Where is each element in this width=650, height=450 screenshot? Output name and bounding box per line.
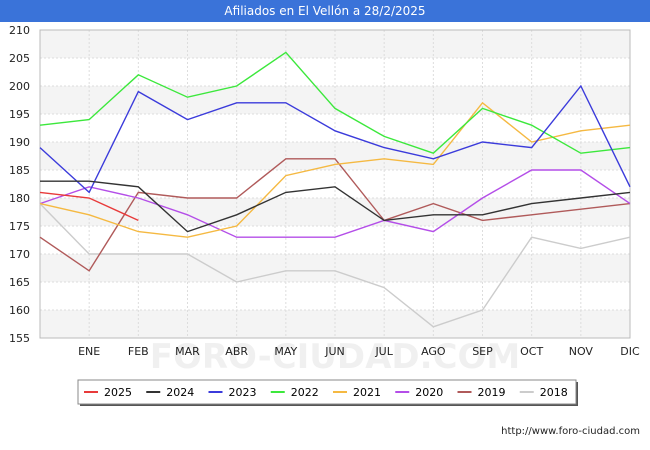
y-tick-label: 190 [9, 136, 30, 149]
x-tick-label: OCT [520, 345, 543, 358]
x-tick-label: DIC [620, 345, 640, 358]
series-line-2018 [39, 203, 631, 328]
x-tick-label: JUN [324, 345, 345, 358]
series-line-2025 [39, 191, 139, 222]
series-line-2020 [39, 169, 631, 238]
y-tick-label: 160 [9, 304, 30, 317]
series-line-2022 [39, 51, 631, 154]
y-tick-label: 200 [9, 80, 30, 93]
x-tick-label: NOV [569, 345, 594, 358]
legend-label-2022: 2022 [291, 386, 319, 399]
plot-border [39, 29, 631, 339]
legend-label-2024: 2024 [166, 386, 194, 399]
chart-title: Afiliados en El Vellón a 28/2/2025 [0, 0, 650, 22]
legend: 2025 2024 2023 2022 2021 2020 2019 2018 [77, 379, 578, 406]
x-tick-label: JUL [374, 345, 393, 358]
x-tick-label: AGO [421, 345, 446, 358]
legend-label-2023: 2023 [229, 386, 257, 399]
x-tick-label: SEP [472, 345, 493, 358]
series-line-2021 [39, 101, 631, 238]
footer-url[interactable]: http://www.foro-ciudad.com [501, 426, 640, 437]
legend-box [77, 379, 577, 405]
y-tick-label: 170 [9, 248, 30, 261]
legend-label-2021: 2021 [353, 386, 381, 399]
x-tick-label: ENE [78, 345, 100, 358]
legend-label-2020: 2020 [415, 386, 443, 399]
y-tick-label: 210 [9, 24, 30, 37]
legend-label-2025: 2025 [104, 386, 132, 399]
watermark: FORO-CIUDAD.COM [150, 337, 521, 377]
x-tick-label: FEB [128, 345, 149, 358]
y-tick-label: 175 [9, 220, 30, 233]
y-tick-label: 180 [9, 192, 30, 205]
y-tick-label: 195 [9, 108, 30, 121]
series-line-2024 [40, 180, 631, 233]
x-tick-label: MAR [175, 345, 200, 358]
series-line-2023 [39, 84, 631, 194]
y-tick-label: 185 [9, 164, 30, 177]
y-tick-label: 155 [9, 332, 30, 345]
x-tick-label: MAY [274, 345, 297, 358]
series-line-2019 [39, 158, 631, 272]
x-tick-label: ABR [225, 345, 248, 358]
y-tick-label: 165 [9, 276, 30, 289]
legend-label-2019: 2019 [478, 386, 506, 399]
y-tick-label: 205 [9, 52, 30, 65]
legend-label-2018: 2018 [540, 386, 568, 399]
